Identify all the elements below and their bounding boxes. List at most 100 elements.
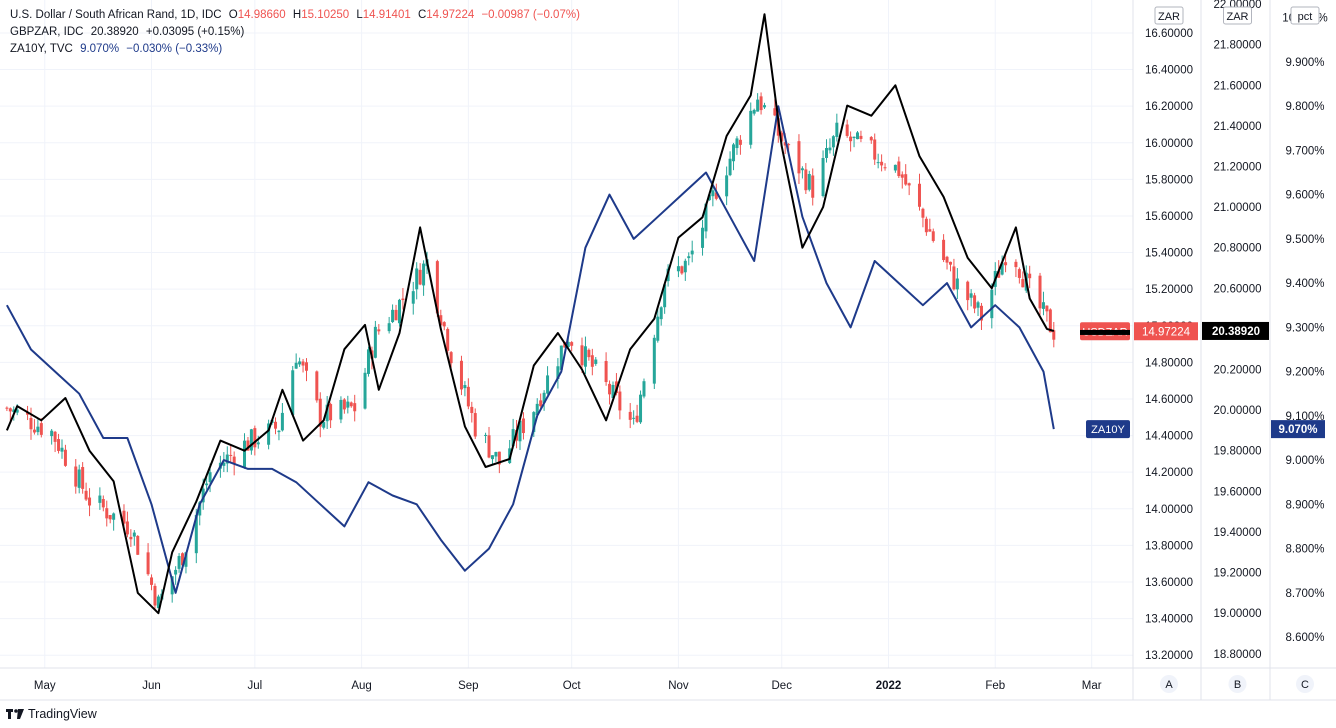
axis-b-tick-label: 21.40000 [1214, 121, 1262, 133]
candle-body [156, 596, 160, 609]
candle-body [907, 183, 911, 186]
time-tick-label: Mar [1082, 680, 1102, 692]
axis-a-tick-label: 15.20000 [1145, 284, 1193, 296]
axis-b-tick-label: 21.20000 [1214, 161, 1262, 173]
axis-b-button [1228, 675, 1247, 693]
candle-body [873, 139, 877, 160]
legend-za10y-value: 9.070% [80, 43, 120, 55]
usdzar-candle [880, 154, 884, 172]
axis-a-letter: A [1165, 679, 1173, 691]
candle-body [177, 556, 181, 569]
usdzar-candle [105, 500, 109, 527]
usdzar-candle [897, 156, 901, 178]
candle-body [811, 175, 815, 198]
candle-body [656, 316, 660, 341]
usdzar-candle [466, 378, 470, 410]
usdzar-candle [346, 395, 350, 414]
candle-body [787, 144, 791, 146]
axis-b-tick-label: 19.40000 [1214, 527, 1262, 539]
usdzar-candle [294, 353, 298, 369]
axis-c-tick-label: 8.800% [1285, 544, 1324, 556]
usdzar-candle [1045, 305, 1049, 322]
usdzar-candle [1028, 265, 1032, 289]
usdzar-candle [580, 337, 584, 373]
axis-a-tick-label: 14.20000 [1145, 467, 1193, 479]
candle-body [84, 490, 88, 500]
candle-body [904, 174, 908, 185]
usdzar-candle [280, 403, 284, 432]
usdzar-candle [363, 367, 367, 410]
axis-c-tick-label: 8.700% [1285, 588, 1324, 600]
candle-body [546, 375, 550, 394]
candle-body [50, 430, 54, 437]
usdzar-candle [738, 135, 742, 155]
gbpzar-name-tag [1080, 329, 1130, 335]
candle-body [924, 218, 928, 233]
tradingview-logo[interactable]: TradingView [6, 707, 97, 721]
usdzar-candle [1004, 253, 1008, 273]
axis-a-tick-label: 14.00000 [1145, 504, 1193, 516]
candle-body [979, 305, 983, 321]
usdzar-candle [876, 153, 880, 169]
usdzar-candle [917, 173, 921, 211]
usdzar-candle [859, 130, 863, 143]
candle-body [39, 423, 43, 435]
candle-body [301, 361, 305, 366]
axis-a-tick-label: 13.80000 [1145, 540, 1193, 552]
axis-a-tick-label: 16.00000 [1145, 138, 1193, 150]
candle-body [828, 147, 832, 151]
time-tick-label: Feb [985, 680, 1005, 692]
usdzar-candle [304, 358, 308, 382]
usdzar-candle [687, 252, 691, 266]
candle-body [639, 394, 643, 423]
plot-area[interactable] [5, 13, 1056, 615]
candle-body [325, 404, 329, 422]
usdzar-candle [979, 302, 983, 330]
tradingview-icon [6, 709, 24, 719]
usdzar-candle [966, 280, 970, 311]
candle-body [12, 409, 16, 413]
candle-body [373, 326, 377, 358]
usdzar-candle [1017, 267, 1021, 284]
usdzar-candle [676, 256, 680, 278]
candle-body [339, 399, 343, 420]
usdzar-candle [411, 281, 415, 315]
candle-body [728, 158, 732, 176]
candle-body [780, 132, 784, 142]
axis-a-tick-label: 13.40000 [1145, 614, 1193, 626]
candle-body [732, 144, 736, 162]
candle-body [859, 135, 863, 139]
usdzar-candle [484, 432, 488, 444]
candle-body [422, 263, 426, 286]
candle-body [580, 345, 584, 366]
candle-body [315, 371, 319, 401]
candle-body [969, 293, 973, 298]
usdzar-candle [546, 366, 550, 395]
axis-panel-bg [1133, 0, 1336, 728]
time-tick-label: Jun [142, 680, 161, 692]
candle-body [883, 167, 887, 169]
za10y-price-tag [1271, 420, 1325, 439]
usdzar-candle [907, 182, 911, 196]
candle-body [783, 142, 787, 146]
usdzar-candle [618, 385, 622, 420]
candle-body [387, 323, 391, 332]
axis-c-tick-label: 9.000% [1285, 455, 1324, 467]
axis-a-tick-label: 14.40000 [1145, 431, 1193, 443]
usdzar-candle [422, 260, 426, 296]
candle-body [449, 352, 453, 364]
usdzar-candle [329, 402, 333, 429]
axis-a-tick-label: 16.60000 [1145, 28, 1193, 40]
candle-body [26, 412, 30, 415]
candle-body [566, 341, 570, 348]
usdzar-candles [5, 92, 1056, 609]
candle-body [973, 295, 977, 309]
candle-body [397, 299, 401, 324]
usdzar-candle [849, 131, 853, 152]
usdzar-candle [542, 390, 546, 411]
usdzar-candle [594, 357, 598, 366]
candle-body [797, 141, 801, 174]
usdzar-candle [948, 261, 952, 272]
